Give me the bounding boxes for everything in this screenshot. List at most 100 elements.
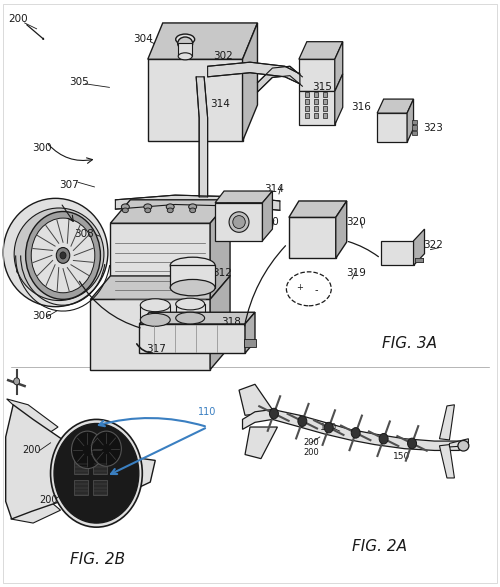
Polygon shape <box>289 201 346 217</box>
Text: 322: 322 <box>424 241 444 251</box>
Bar <box>323 99 327 104</box>
Text: 323: 323 <box>424 123 444 133</box>
Bar <box>314 113 318 118</box>
Text: FIG. 2A: FIG. 2A <box>352 539 407 554</box>
Polygon shape <box>440 444 454 478</box>
Text: 110: 110 <box>320 423 338 431</box>
Polygon shape <box>245 312 255 353</box>
Bar <box>414 258 422 262</box>
Polygon shape <box>110 223 210 299</box>
Text: 319: 319 <box>346 268 366 278</box>
Ellipse shape <box>140 313 170 326</box>
Ellipse shape <box>14 208 104 301</box>
Ellipse shape <box>122 204 130 210</box>
Text: 310: 310 <box>259 217 279 227</box>
Text: 200: 200 <box>22 446 41 456</box>
Polygon shape <box>90 299 210 370</box>
Ellipse shape <box>233 215 245 228</box>
Text: 200: 200 <box>8 15 28 25</box>
Circle shape <box>60 252 66 259</box>
Polygon shape <box>262 191 272 241</box>
Text: +: + <box>296 283 304 292</box>
Polygon shape <box>245 427 278 458</box>
Text: 306: 306 <box>32 311 52 321</box>
Text: 110: 110 <box>198 407 217 417</box>
Ellipse shape <box>190 208 196 212</box>
Ellipse shape <box>176 298 204 310</box>
Bar <box>314 99 318 104</box>
Polygon shape <box>377 113 407 143</box>
Ellipse shape <box>145 208 151 212</box>
Bar <box>74 480 88 495</box>
Text: 314: 314 <box>264 184 284 194</box>
Ellipse shape <box>170 257 215 274</box>
Bar <box>323 113 327 118</box>
Text: 312: 312 <box>212 268 233 278</box>
Circle shape <box>26 211 101 299</box>
Polygon shape <box>336 201 346 258</box>
Polygon shape <box>170 265 215 288</box>
Text: 200: 200 <box>303 448 318 457</box>
Circle shape <box>50 419 142 527</box>
Text: 307: 307 <box>60 180 80 190</box>
Polygon shape <box>148 23 258 59</box>
Polygon shape <box>299 59 335 92</box>
Bar <box>74 460 88 474</box>
Text: 320: 320 <box>346 217 366 227</box>
Circle shape <box>56 248 70 264</box>
Ellipse shape <box>458 440 469 451</box>
Polygon shape <box>414 229 424 265</box>
Ellipse shape <box>188 204 196 210</box>
Bar <box>305 113 309 118</box>
Text: FIG. 2B: FIG. 2B <box>70 552 126 568</box>
Circle shape <box>298 416 307 426</box>
Polygon shape <box>335 74 342 125</box>
Bar <box>305 92 309 97</box>
Bar <box>414 258 422 262</box>
Bar <box>178 43 192 56</box>
Polygon shape <box>208 62 300 84</box>
Bar <box>305 99 309 104</box>
Bar <box>94 460 108 474</box>
Polygon shape <box>140 312 255 324</box>
Circle shape <box>270 409 278 419</box>
Polygon shape <box>440 405 454 440</box>
Ellipse shape <box>170 279 215 296</box>
Text: 150: 150 <box>394 452 410 461</box>
Ellipse shape <box>140 299 170 312</box>
Polygon shape <box>407 99 414 143</box>
Polygon shape <box>377 99 414 113</box>
Polygon shape <box>140 324 245 353</box>
Bar <box>412 131 417 136</box>
Ellipse shape <box>176 34 195 45</box>
Ellipse shape <box>178 37 192 50</box>
Polygon shape <box>90 276 210 299</box>
Polygon shape <box>299 92 335 125</box>
Bar <box>414 258 422 262</box>
Polygon shape <box>258 66 302 92</box>
Polygon shape <box>242 23 258 141</box>
Text: FIG. 3A: FIG. 3A <box>382 336 437 351</box>
Ellipse shape <box>167 208 173 212</box>
Circle shape <box>54 423 139 523</box>
Bar <box>323 92 327 97</box>
Circle shape <box>92 431 122 466</box>
Polygon shape <box>215 203 262 241</box>
Polygon shape <box>140 305 170 320</box>
Polygon shape <box>6 405 156 519</box>
Ellipse shape <box>3 198 108 306</box>
Bar <box>414 258 422 262</box>
Ellipse shape <box>178 53 192 60</box>
Polygon shape <box>289 217 336 258</box>
Ellipse shape <box>122 208 128 212</box>
Polygon shape <box>210 200 230 299</box>
Ellipse shape <box>229 212 249 232</box>
Bar <box>314 92 318 97</box>
Bar <box>305 106 309 111</box>
Text: 302: 302 <box>212 51 233 61</box>
Polygon shape <box>299 42 343 59</box>
Bar <box>314 106 318 111</box>
Text: 317: 317 <box>146 344 166 354</box>
Polygon shape <box>215 191 272 203</box>
Text: 305: 305 <box>70 76 89 86</box>
